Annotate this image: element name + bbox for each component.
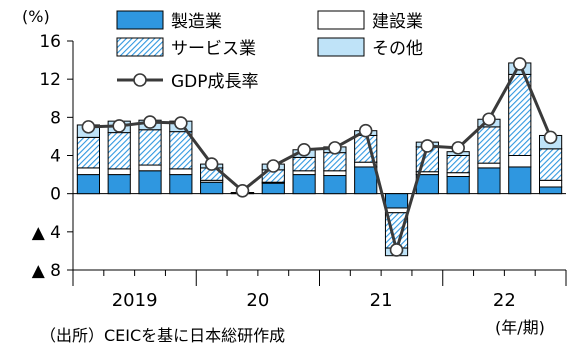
y-tick-label: 8: [50, 108, 61, 128]
bar-segment: [446, 172, 470, 177]
legend-label-gdp: GDP成長率: [171, 72, 259, 92]
bar-segment: [446, 175, 470, 195]
gdp-growth-point: [543, 130, 558, 145]
bar-segment: [138, 129, 162, 166]
bar-segment: [323, 152, 347, 172]
bar-segment: [384, 207, 409, 214]
y-tick-label: 16: [39, 32, 61, 52]
gdp-growth-point: [297, 142, 311, 157]
bar-segment: [107, 132, 131, 170]
gdp-growth-point: [174, 116, 188, 130]
x-year-label: 22: [493, 290, 516, 311]
gdp-growth-point: [328, 141, 342, 155]
bar-segment: [169, 174, 193, 195]
bar-segment: [323, 175, 347, 195]
gdp-growth-point: [389, 243, 404, 257]
gdp-growth-point: [81, 120, 96, 134]
legend-swatch-services: [116, 37, 164, 57]
bar-segment: [292, 170, 316, 176]
y-unit-label: (%): [22, 7, 50, 26]
y-tick-label: ▲ 4: [32, 223, 61, 243]
bar-segment: [384, 193, 409, 209]
bar-segment: [477, 162, 501, 169]
bar-segment: [200, 181, 224, 195]
bar-segment: [76, 167, 100, 176]
legend-swatch-construction: [317, 10, 365, 30]
gdp-growth-point: [143, 115, 157, 129]
gdp-growth-point: [358, 123, 373, 138]
bar-segment: [292, 156, 316, 172]
x-year-label: 21: [370, 290, 393, 311]
bar-segment: [169, 131, 193, 170]
bar-segment: [76, 174, 100, 195]
x-year-label: 2019: [112, 290, 158, 311]
gdp-growth-point: [112, 119, 127, 133]
legend-label-other: その他: [372, 39, 423, 59]
bar-segment: [107, 174, 131, 195]
bar-segment: [292, 174, 316, 195]
gdp-growth-point: [512, 57, 527, 71]
gdp-growth-point: [451, 141, 465, 155]
bar-segment: [169, 168, 193, 176]
bar-segment: [539, 148, 563, 181]
bar-segment: [477, 167, 501, 195]
y-tick-label: 4: [50, 147, 61, 167]
x-unit-label: (年/期): [495, 318, 545, 337]
legend-marker-gdp: [133, 73, 147, 87]
bar-segment: [539, 179, 563, 188]
bar-segment: [508, 73, 532, 156]
legend-label-construction: 建設業: [372, 12, 423, 32]
bar-segment: [508, 166, 532, 195]
legend: 製造業 建設業 サービス業 その他 GDP成長率: [116, 10, 423, 92]
bar-segment: [138, 164, 162, 172]
legend-swatch-manufacturing: [116, 10, 164, 30]
legend-swatch-other: [317, 37, 365, 57]
bar-segment: [508, 155, 532, 168]
bar-segment: [539, 186, 563, 195]
y-tick-label: ▲ 8: [32, 261, 61, 281]
gdp-growth-line: [88, 62, 552, 252]
source-note: （出所）CEICを基に日本総研作成: [40, 326, 286, 345]
bar-segment: [138, 170, 162, 195]
bar-segment: [446, 155, 470, 174]
gdp-growth-point: [482, 112, 496, 127]
bar-segment: [323, 170, 347, 177]
bar-segment: [261, 182, 285, 195]
y-tick-label: 12: [39, 70, 61, 90]
y-tick-label: 0: [50, 185, 61, 205]
bar-segment: [477, 126, 501, 164]
legend-label-manufacturing: 製造業: [171, 12, 222, 32]
gdp-growth-point: [420, 139, 435, 153]
gdp-growth-point: [266, 159, 281, 173]
legend-label-services: サービス業: [171, 39, 256, 59]
bar-segment: [107, 168, 131, 176]
x-year-label: 20: [246, 290, 269, 311]
gdp-growth-point: [204, 157, 219, 171]
bar-segment: [76, 136, 100, 169]
bar-segment: [354, 166, 378, 195]
gdp-growth-point: [235, 184, 250, 198]
